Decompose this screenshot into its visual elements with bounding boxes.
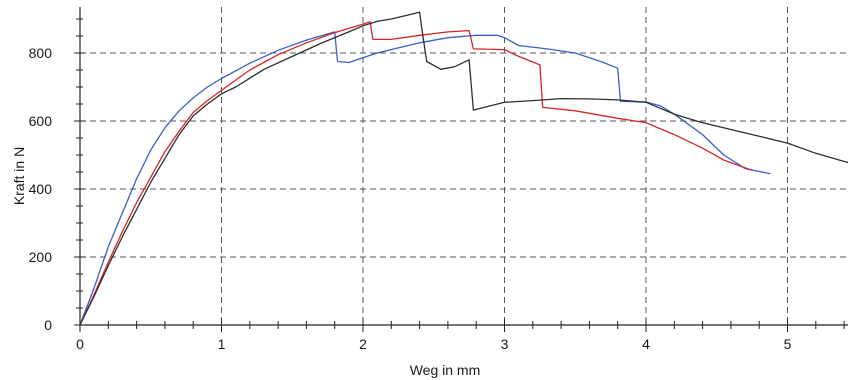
y-tick-label: 400 — [29, 181, 53, 197]
x-tick-label: 0 — [76, 336, 84, 352]
y-axis-title: Kraft in N — [11, 147, 27, 205]
axes — [74, 7, 848, 332]
y-tick-label: 0 — [44, 317, 52, 333]
y-tick-label: 600 — [29, 113, 53, 129]
series-line-2 — [79, 21, 753, 326]
series-line-3 — [79, 11, 848, 326]
y-tick-label: 800 — [29, 45, 53, 61]
grid — [80, 7, 848, 325]
y-tick-label: 200 — [29, 249, 53, 265]
tick-labels: 0 200 400 600 800 0 1 2 3 4 5 — [29, 45, 792, 352]
x-tick-label: 1 — [218, 336, 226, 352]
series-line-1 — [79, 31, 771, 326]
x-tick-label: 2 — [359, 336, 367, 352]
x-tick-label: 3 — [501, 336, 509, 352]
series-group — [79, 11, 848, 326]
x-axis-title: Weg in mm — [410, 362, 481, 378]
x-tick-label: 5 — [784, 336, 792, 352]
x-tick-label: 4 — [642, 336, 650, 352]
